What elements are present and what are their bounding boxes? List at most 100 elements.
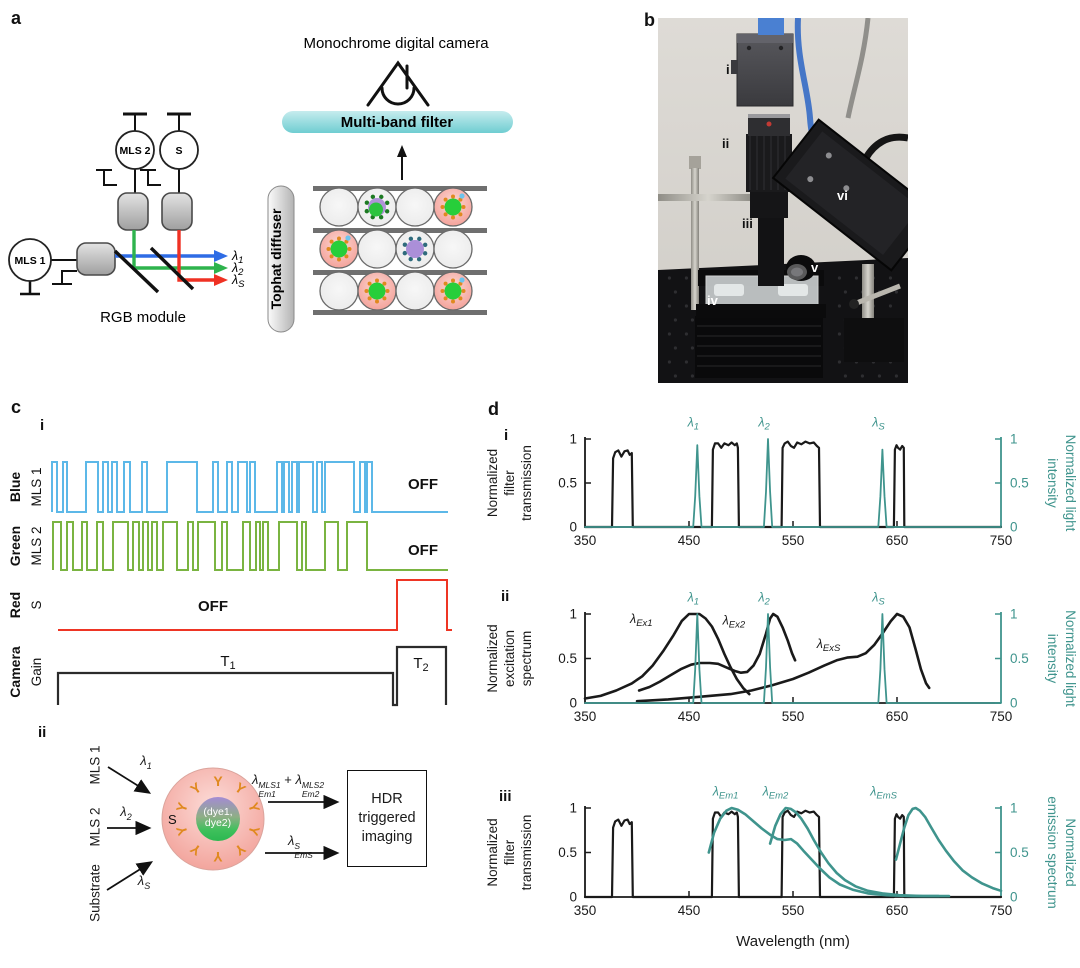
antibody-spike — [461, 205, 466, 209]
trace-channel-label: S — [29, 600, 44, 609]
ylabel-left-line: filter — [502, 839, 517, 865]
antibody-spike — [344, 254, 349, 259]
series-excitation_dye1 — [583, 612, 751, 700]
virus-spike — [384, 209, 390, 214]
antibody-spike — [451, 299, 455, 304]
panel-b-illustration — [658, 17, 939, 383]
y-tick-label: 0.5 — [558, 845, 577, 860]
ylabel-left-line: excitation — [502, 630, 517, 687]
y-tick-label: 0 — [569, 890, 577, 905]
table-hole — [837, 332, 842, 336]
virus-spike — [364, 200, 370, 205]
table-hole — [888, 304, 893, 308]
trace-channel-label: MLS 1 — [29, 467, 44, 506]
well-empty — [319, 271, 359, 311]
antibody-spike — [347, 247, 352, 251]
hdr-line-2: triggered — [358, 810, 416, 826]
antibody-spike — [461, 289, 466, 293]
left-post — [691, 168, 699, 310]
s-module-box — [161, 192, 193, 231]
axes-left-bottom — [584, 806, 1001, 898]
mls2-trigger-icon — [96, 169, 117, 186]
virus-core-green — [369, 202, 383, 217]
gray-cable — [845, 17, 871, 119]
lambda1-input-arrow — [107, 766, 152, 794]
s-source — [159, 130, 199, 170]
virus-spike — [417, 236, 422, 242]
table-hole — [837, 276, 842, 280]
antibody-spike — [443, 197, 448, 202]
antibody-y-icon: Y — [213, 849, 223, 865]
camera-icon — [366, 60, 430, 107]
lambda-s-label: λS — [231, 273, 245, 290]
virus-spike — [370, 194, 376, 200]
antibody-spike — [337, 236, 341, 241]
monochrome-camera-label: Monochrome digital camera — [303, 35, 489, 52]
exposure-label-t2: T2 — [413, 655, 428, 674]
virus-spike — [422, 242, 428, 248]
antibody-spike — [375, 278, 379, 283]
reporter-particle-green — [444, 198, 462, 216]
blue-dot — [345, 235, 351, 241]
annotation-λS: λS — [871, 591, 885, 608]
y-tick-label: 0.5 — [558, 651, 577, 666]
mls1-source-label: MLS 1 — [15, 255, 46, 267]
ylabel-right-line: emission spectrum — [1045, 796, 1060, 909]
virus-spike — [379, 194, 384, 200]
antibody-spike — [458, 296, 463, 301]
table-hole — [667, 360, 672, 364]
y-tick-label-right: 1 — [1010, 801, 1018, 816]
tophat-diffuser-bar — [267, 185, 295, 333]
y-tick-label: 1 — [569, 607, 577, 622]
photo-marker-vi: vi — [837, 188, 848, 203]
dichroic-mirror-2 — [149, 246, 195, 291]
series-multiband_filter_transmission — [583, 809, 1003, 899]
hdr-imaging-box: HDR triggered imaging — [347, 770, 427, 867]
antibody-spike — [443, 212, 448, 217]
emission-formula-top: λ MLS1 Em1 + λ MLS2 Em2 — [252, 772, 325, 799]
antibody-spike — [443, 281, 448, 286]
lambda2-input-label: λ2 — [120, 804, 132, 822]
beam-red — [177, 230, 228, 286]
y-tick-label-right: 0.5 — [1010, 651, 1029, 666]
trace-group-label: Green — [7, 526, 23, 566]
x-tick-label: 450 — [678, 533, 701, 548]
x-tick-label: 550 — [782, 903, 805, 918]
well-empty — [319, 187, 359, 227]
light-source-led — [791, 267, 803, 277]
reporter-particle-green — [444, 282, 462, 300]
x-tick-label: 650 — [886, 903, 909, 918]
antibody-spike — [344, 239, 349, 244]
panel-a-schematic: Monochrome digital camera Multi-band fil… — [8, 35, 513, 333]
mls2-antenna-icon — [123, 112, 147, 131]
antibody-spike — [367, 281, 372, 286]
beam-green — [132, 230, 228, 274]
ylabel-right-line: Normalized light — [1063, 610, 1078, 707]
table-hole — [888, 276, 893, 280]
axes-left-bottom — [584, 437, 1001, 528]
blue-dot — [459, 193, 465, 199]
lambda-1-label: λ1 — [231, 249, 243, 266]
virus-spike — [378, 214, 384, 220]
y-tick-label-right: 1 — [1010, 432, 1018, 447]
antibody-spike — [451, 278, 455, 283]
tophat-diffuser-label: Tophat diffuser — [268, 208, 284, 309]
table-hole — [690, 374, 695, 378]
hdr-line-1: HDR — [371, 791, 403, 807]
antibody-spike — [440, 205, 445, 209]
antibody-spike — [458, 197, 463, 202]
multi-band-filter-bar — [282, 111, 513, 133]
well-empty — [433, 229, 473, 269]
trace-channel-label: Gain — [29, 658, 44, 687]
series-multiband_filter_transmission — [583, 440, 1003, 529]
antibody-spike — [326, 247, 331, 251]
exposure-label-t1: T1 — [220, 653, 235, 672]
pulse-trace-green — [52, 521, 448, 571]
well-empty — [357, 229, 397, 269]
annotation-λEm2: λEm2 — [762, 785, 789, 802]
lambda-2-label: λ2 — [231, 261, 244, 278]
table-hole — [684, 304, 689, 308]
